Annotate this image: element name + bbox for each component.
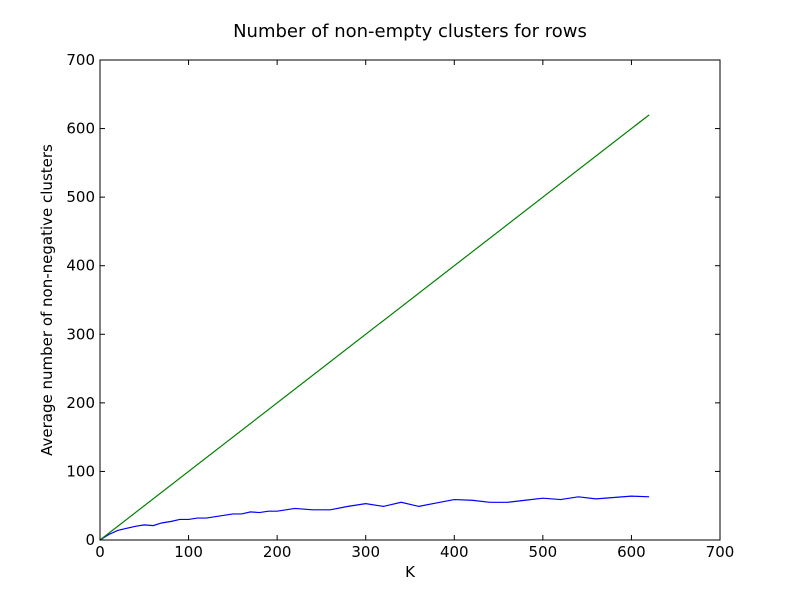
x-tick-label: 0 — [95, 543, 105, 561]
x-tick-label: 700 — [706, 543, 735, 561]
x-tick-label: 500 — [529, 543, 558, 561]
series-layer — [99, 114, 650, 541]
y-tick-label: 0 — [85, 531, 95, 549]
x-tick-label: 300 — [351, 543, 380, 561]
y-tick-label: 500 — [66, 188, 95, 206]
x-tick-label: 400 — [440, 543, 469, 561]
y-tick-label: 300 — [66, 325, 95, 343]
x-axis-label: K — [405, 563, 416, 581]
ticks-layer: 0 100 200 300 400 500 600 700 0 100 200 300 400 500 60… — [66, 51, 734, 561]
y-tick-label: 100 — [66, 462, 95, 480]
x-tick-label: 200 — [263, 543, 292, 561]
chart-title: Number of non-empty clusters for rows — [233, 21, 587, 42]
y-axis-label: Average number of non-negative clusters — [38, 144, 56, 456]
y-tick-label: 600 — [66, 120, 95, 138]
x-tick-label: 600 — [617, 543, 646, 561]
y-tick-label: 400 — [66, 257, 95, 275]
y-tick-label: 700 — [66, 51, 95, 69]
series-line-1 — [99, 495, 650, 541]
series-line-2 — [99, 114, 650, 541]
y-tick-label: 200 — [66, 394, 95, 412]
x-tick-label: 100 — [174, 543, 203, 561]
plot-frame — [99, 59, 721, 541]
